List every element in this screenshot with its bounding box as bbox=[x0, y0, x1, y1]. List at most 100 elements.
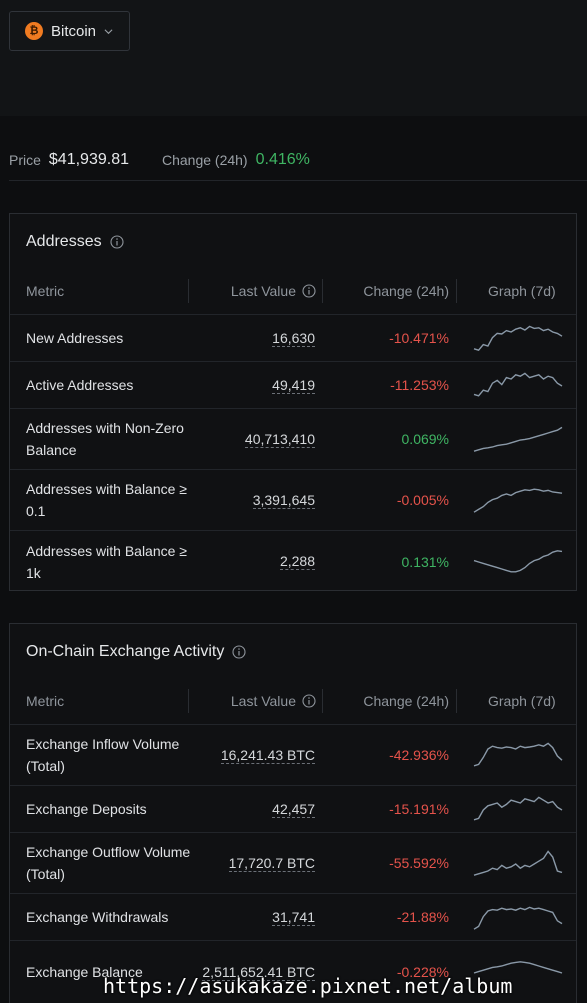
table-row[interactable]: Active Addresses 49,419 -11.253% bbox=[10, 362, 576, 409]
price-summary: Price $41,939.81 Change (24h) 0.416% bbox=[9, 140, 587, 181]
table-row[interactable]: Addresses with Balance ≥ 1k 2,288 0.131% bbox=[10, 531, 576, 590]
sparkline-graph bbox=[473, 487, 563, 513]
header-graph: Graph (7d) bbox=[488, 283, 556, 299]
metric-name: Addresses with Balance ≥ 0.1 bbox=[26, 481, 187, 519]
asset-selector-label: Bitcoin bbox=[51, 22, 97, 40]
header-last-value-text: Last Value bbox=[230, 693, 296, 709]
last-value-cell: 16,630 bbox=[272, 315, 315, 361]
exchange-card-title: On-Chain Exchange Activity bbox=[26, 642, 246, 662]
sparkline-graph bbox=[473, 906, 563, 930]
change-value: -0.228% bbox=[396, 964, 449, 980]
change-value: -42.936% bbox=[389, 747, 449, 763]
sparkline-path bbox=[473, 906, 563, 930]
last-value-cell: 42,457 bbox=[272, 786, 315, 832]
last-value[interactable]: 3,391,645 bbox=[252, 491, 315, 509]
metric-name: New Addresses bbox=[26, 330, 124, 346]
addresses-card-title: Addresses bbox=[26, 232, 124, 252]
last-value[interactable]: 31,741 bbox=[272, 908, 315, 926]
change-value: 0.131% bbox=[401, 553, 449, 570]
sparkline-path bbox=[473, 549, 563, 572]
table-row[interactable]: Exchange Outflow Volume (Total) 17,720.7 … bbox=[10, 833, 576, 894]
change-value: -55.592% bbox=[389, 855, 449, 871]
metric-name: Exchange Balance bbox=[26, 964, 143, 980]
sparkline-path bbox=[473, 796, 563, 820]
last-value[interactable]: 2,511,652.41 BTC bbox=[202, 963, 315, 981]
sparkline-graph bbox=[473, 849, 563, 876]
header-last-value-text: Last Value bbox=[230, 283, 296, 299]
sparkline-graph bbox=[473, 325, 563, 351]
watermark-text: https://asukakaze.pixnet.net/album bbox=[103, 974, 513, 998]
header-divider bbox=[456, 279, 457, 303]
last-value[interactable]: 16,630 bbox=[272, 329, 315, 347]
last-value-cell: 17,720.7 BTC bbox=[228, 833, 315, 893]
header-last-value: Last Value bbox=[231, 677, 316, 725]
info-icon[interactable] bbox=[302, 694, 316, 708]
change-24h-label: Change (24h) bbox=[161, 152, 248, 168]
info-icon[interactable] bbox=[110, 235, 124, 249]
last-value-cell: 31,741 bbox=[272, 894, 315, 940]
metric-name: Exchange Withdrawals bbox=[26, 909, 169, 925]
last-value[interactable]: 16,241.43 BTC bbox=[220, 746, 315, 764]
sparkline-path bbox=[473, 742, 563, 766]
addresses-table-header: Metric Last Value Change (24h) Graph (7d… bbox=[10, 267, 576, 315]
last-value-cell: 2,288 bbox=[279, 531, 315, 590]
last-value[interactable]: 17,720.7 BTC bbox=[228, 854, 315, 872]
last-value-cell: 3,391,645 bbox=[252, 470, 315, 530]
asset-selector-dropdown[interactable]: ₿ Bitcoin bbox=[9, 11, 130, 51]
last-value[interactable]: 2,288 bbox=[279, 553, 315, 570]
sparkline-path bbox=[473, 960, 563, 974]
table-row[interactable]: Exchange Inflow Volume (Total) 16,241.43 … bbox=[10, 725, 576, 786]
last-value-cell: 49,419 bbox=[272, 362, 315, 408]
last-value[interactable]: 42,457 bbox=[272, 800, 315, 818]
bitcoin-icon: ₿ bbox=[25, 22, 43, 40]
sparkline-path bbox=[473, 426, 563, 452]
price-value: $41,939.81 bbox=[48, 151, 129, 168]
table-row[interactable]: Exchange Withdrawals 31,741 -21.88% bbox=[10, 894, 576, 941]
change-value: -11.253% bbox=[390, 377, 449, 393]
header-change: Change (24h) bbox=[363, 283, 449, 299]
last-value[interactable]: 49,419 bbox=[272, 376, 315, 394]
sparkline-path bbox=[473, 372, 563, 397]
metric-name: Addresses with Non-Zero Balance bbox=[26, 420, 184, 458]
metric-name: Exchange Inflow Volume (Total) bbox=[26, 736, 180, 774]
header-divider bbox=[322, 689, 323, 713]
exchange-activity-card: On-Chain Exchange Activity Metric Last V… bbox=[9, 623, 577, 1003]
table-row[interactable]: Exchange Balance 2,511,652.41 BTC -0.228% bbox=[10, 941, 576, 1003]
exchange-table-header: Metric Last Value Change (24h) Graph (7d… bbox=[10, 677, 576, 725]
sparkline-graph bbox=[473, 960, 563, 974]
table-row[interactable]: Exchange Deposits 42,457 -15.191% bbox=[10, 786, 576, 833]
table-row[interactable]: New Addresses 16,630 -10.471% bbox=[10, 315, 576, 362]
change-24h-value: 0.416% bbox=[255, 151, 310, 168]
sparkline-graph bbox=[473, 426, 563, 452]
sparkline-graph bbox=[473, 372, 563, 397]
header-metric: Metric bbox=[26, 283, 65, 299]
table-row[interactable]: Addresses with Balance ≥ 0.1 3,391,645 -0.… bbox=[10, 470, 576, 531]
change-value: -10.471% bbox=[389, 330, 449, 346]
last-value-cell: 16,241.43 BTC bbox=[220, 725, 315, 785]
exchange-title-text: On-Chain Exchange Activity bbox=[26, 643, 225, 660]
addresses-title-text: Addresses bbox=[26, 233, 102, 250]
change-value: 0.069% bbox=[401, 431, 449, 447]
last-value[interactable]: 40,713,410 bbox=[244, 430, 315, 448]
sparkline-path bbox=[473, 325, 563, 351]
top-bar: ₿ Bitcoin bbox=[0, 0, 587, 116]
change-value: -21.88% bbox=[396, 909, 449, 925]
info-icon[interactable] bbox=[302, 284, 316, 298]
header-metric: Metric bbox=[26, 693, 65, 709]
last-value-cell: 2,511,652.41 BTC bbox=[202, 941, 315, 1003]
sparkline-path bbox=[473, 487, 563, 513]
change-value: -15.191% bbox=[389, 801, 449, 817]
header-divider bbox=[188, 279, 189, 303]
header-divider bbox=[322, 279, 323, 303]
info-icon[interactable] bbox=[232, 645, 246, 659]
sparkline-path bbox=[473, 849, 563, 876]
sparkline-graph bbox=[473, 742, 563, 766]
header-change: Change (24h) bbox=[363, 693, 449, 709]
header-last-value: Last Value bbox=[231, 267, 316, 315]
metric-name: Active Addresses bbox=[26, 377, 134, 393]
metric-name: Addresses with Balance ≥ 1k bbox=[26, 542, 187, 581]
chevron-down-icon bbox=[104, 28, 113, 34]
last-value-cell: 40,713,410 bbox=[244, 409, 315, 469]
table-row[interactable]: Addresses with Non-Zero Balance 40,713,41… bbox=[10, 409, 576, 470]
header-divider bbox=[188, 689, 189, 713]
